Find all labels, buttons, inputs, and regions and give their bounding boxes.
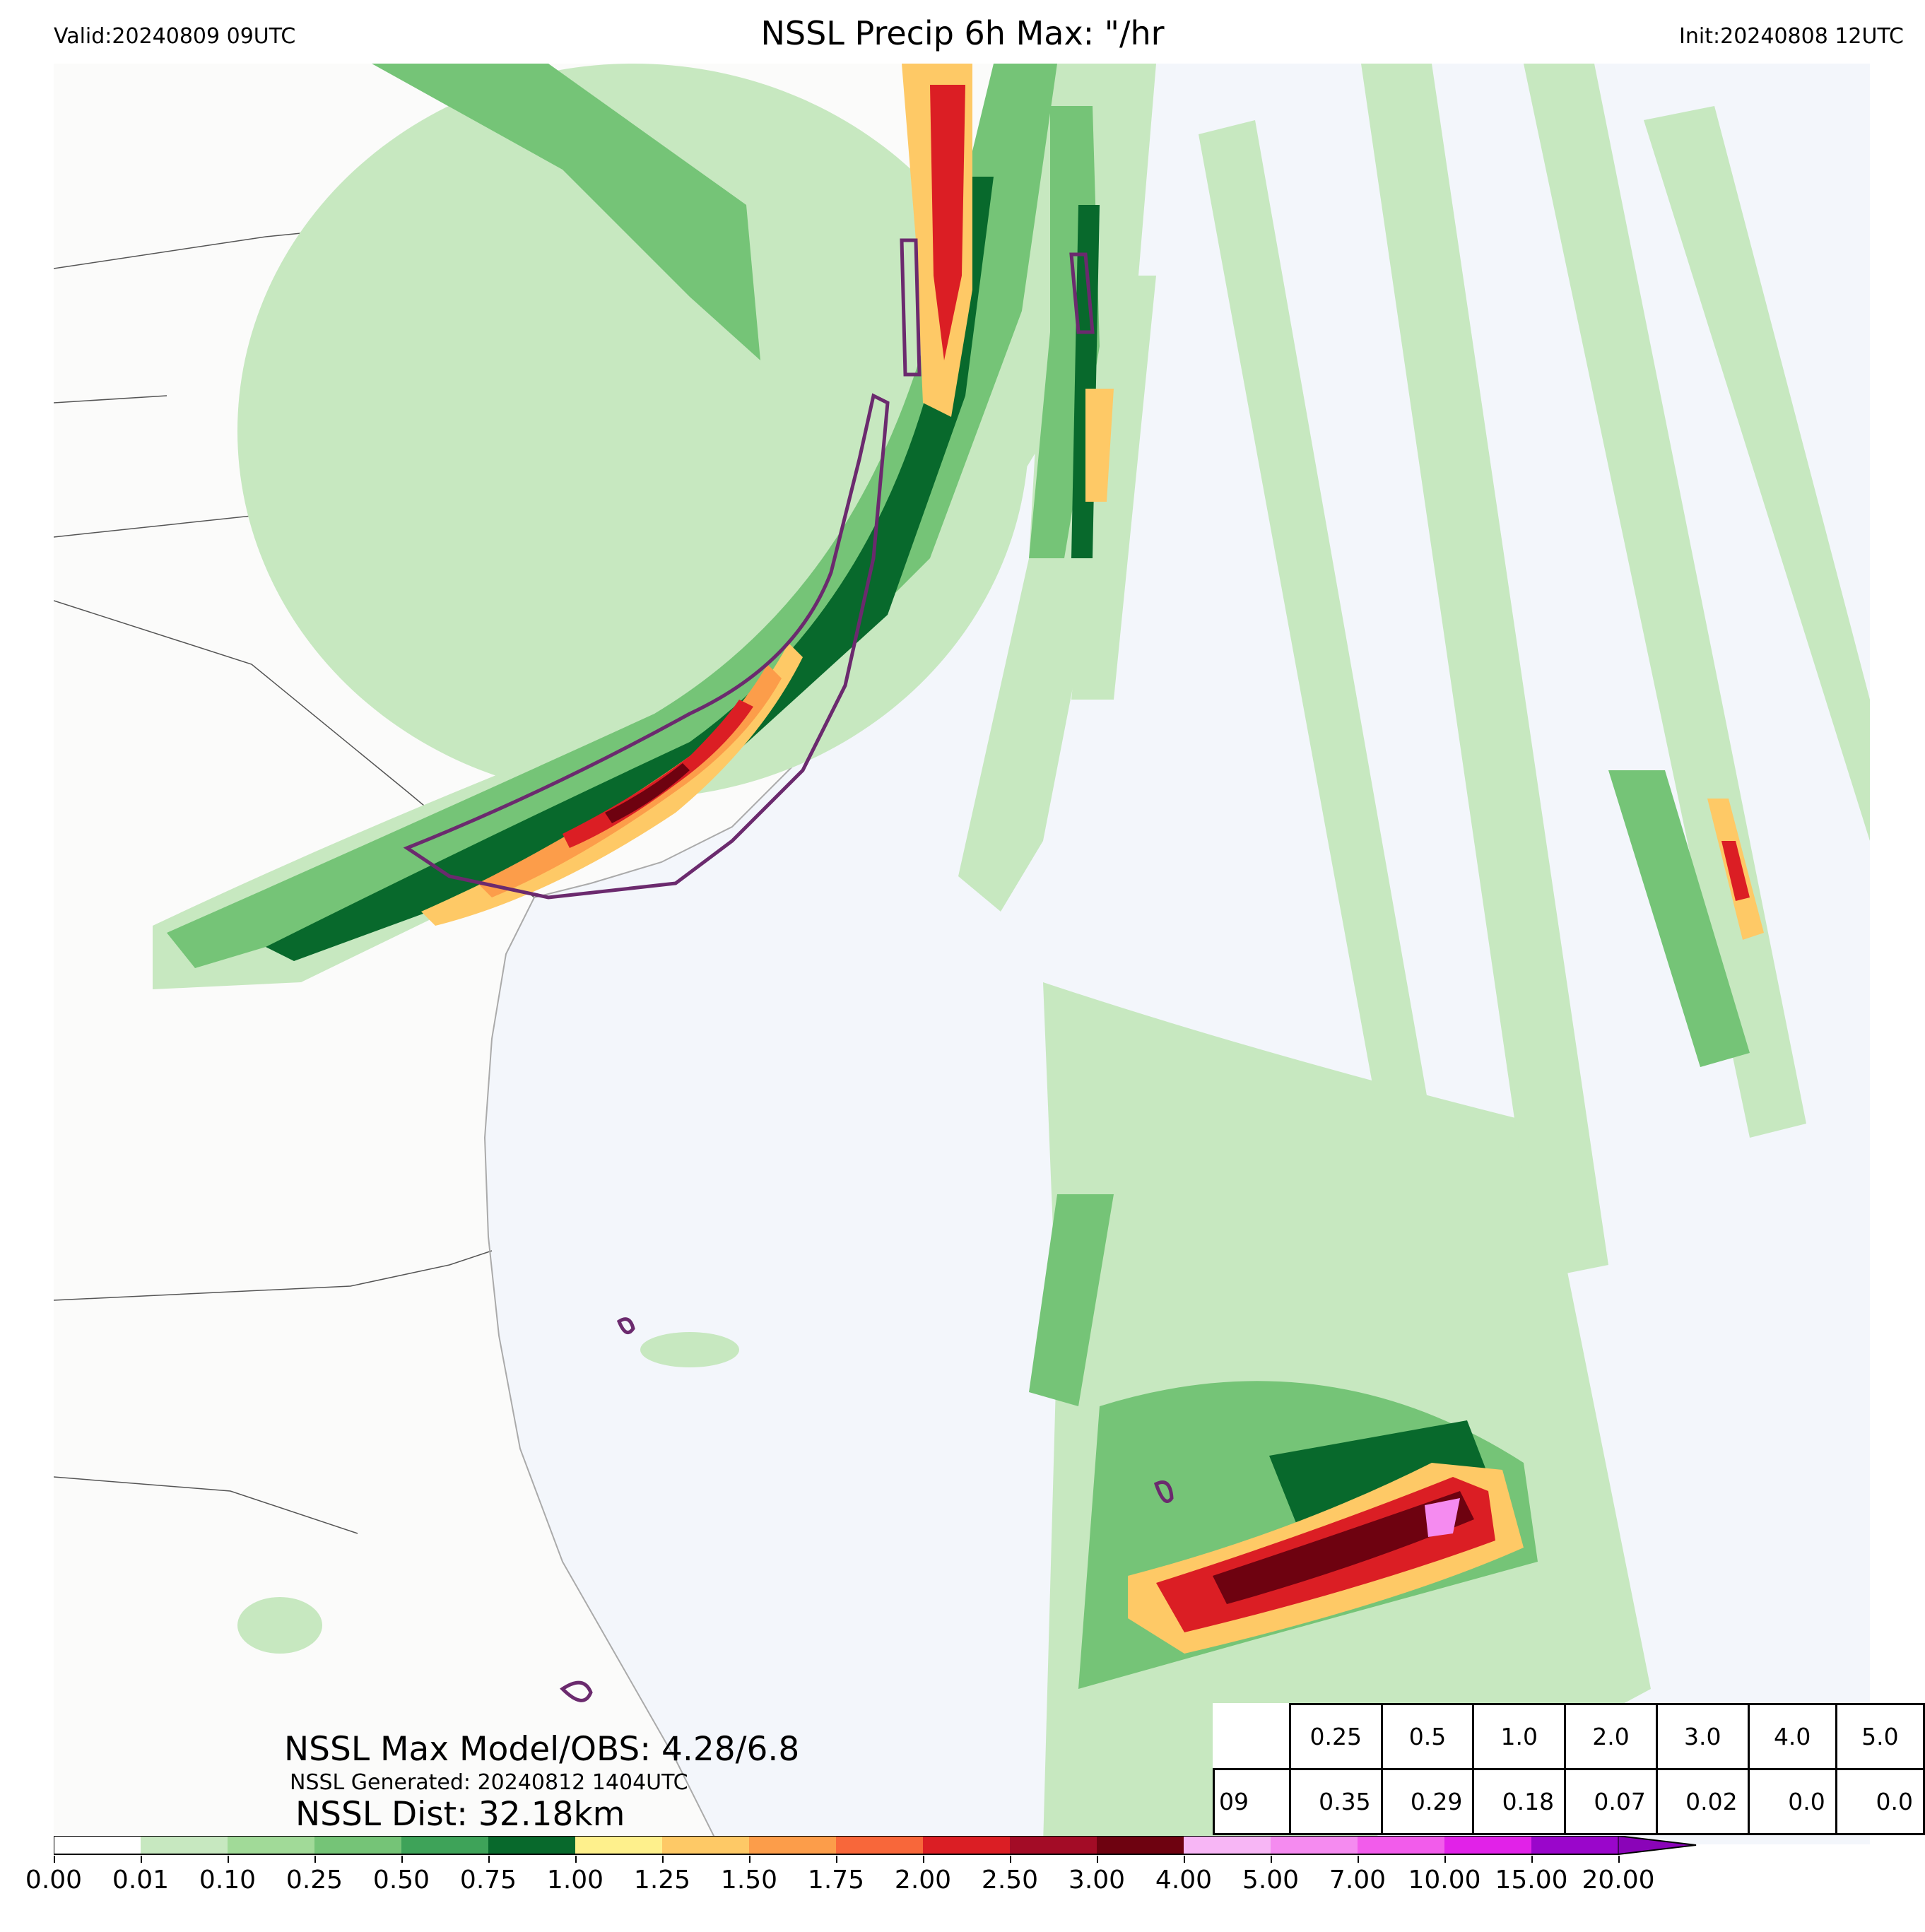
colorbar-extend-arrow [1618, 1836, 1697, 1855]
colorbar-tick-label: 0.00 [25, 1866, 83, 1895]
colorbar-tick-label: 10.00 [1408, 1866, 1481, 1895]
value-cell: 0.29 [1380, 1768, 1475, 1835]
threshold-cell: 1.0 [1472, 1703, 1567, 1770]
colorbar-tick-mark [836, 1856, 837, 1863]
colorbar-tick-label: 1.50 [720, 1866, 778, 1895]
colorbar-tick-mark [1271, 1856, 1272, 1863]
colorbar-tick-mark [923, 1856, 924, 1863]
dist-label: NSSL Dist: 32.18km [295, 1795, 625, 1834]
corner-cell [1214, 1704, 1290, 1769]
colorbar-segment [575, 1836, 662, 1854]
value-cell: 0.0 [1835, 1768, 1925, 1835]
colorbar [54, 1836, 1697, 1855]
colorbar-tick-label: 20.00 [1582, 1866, 1655, 1895]
value-cell: 0.07 [1564, 1768, 1658, 1835]
colorbar-tick-label: 1.00 [546, 1866, 604, 1895]
stats-table: 0.25 0.5 1.0 2.0 3.0 4.0 5.0 09 0.35 0.2… [1213, 1703, 1925, 1835]
colorbar-tick-mark [662, 1856, 664, 1863]
colorbar-tick-label: 1.75 [807, 1866, 865, 1895]
colorbar-segment [749, 1836, 836, 1854]
colorbar-segment [1358, 1836, 1444, 1854]
colorbar-tick-label: 2.00 [894, 1866, 952, 1895]
colorbar-tick-mark [141, 1856, 142, 1863]
precipitation-map [54, 64, 1870, 1844]
row-label-cell: 09 [1213, 1768, 1291, 1835]
generated-label: NSSL Generated: 20240812 1404UTC [290, 1770, 688, 1795]
colorbar-segment [401, 1836, 488, 1854]
init-time-label: Init:20240808 12UTC [1679, 24, 1904, 49]
value-row: 09 0.35 0.29 0.18 0.07 0.02 0.0 0.0 [1213, 1768, 1925, 1835]
valid-time-label: Valid:20240809 09UTC [54, 24, 296, 49]
obs-contours [403, 238, 1174, 1702]
colorbar-tick-mark [1097, 1856, 1098, 1863]
colorbar-tick-label: 0.25 [285, 1866, 343, 1895]
colorbar-tick-mark [749, 1856, 750, 1863]
colorbar-tick-mark [488, 1856, 490, 1863]
colorbar-tick-label: 0.50 [372, 1866, 430, 1895]
map-title: NSSL Precip 6h Max: "/hr [760, 14, 1165, 52]
precip-intense [421, 64, 1764, 1654]
colorbar-segment [1097, 1836, 1184, 1854]
colorbar-tick-mark [314, 1856, 316, 1863]
colorbar-tick-mark [1184, 1856, 1185, 1863]
colorbar-ticks: 0.00 0.01 0.10 0.25 0.50 0.75 1.00 1.25 1.50 1.75… [25, 1856, 1806, 1901]
value-cell: 0.02 [1655, 1768, 1750, 1835]
max-model-obs-label: NSSL Max Model/OBS: 4.28/6.8 [284, 1730, 800, 1769]
value-cell: 0.18 [1472, 1768, 1567, 1835]
colorbar-segment [228, 1836, 314, 1854]
colorbar-segment [1444, 1836, 1531, 1854]
colorbar-tick-mark [1531, 1856, 1533, 1863]
colorbar-segment [488, 1836, 575, 1854]
colorbar-segment [54, 1836, 141, 1854]
colorbar-tick-label: 0.75 [459, 1866, 517, 1895]
colorbar-segment [836, 1836, 923, 1854]
colorbar-tick-label: 2.50 [981, 1866, 1039, 1895]
colorbar-segment [1010, 1836, 1097, 1854]
colorbar-segment [1271, 1836, 1358, 1854]
threshold-cell: 0.25 [1288, 1703, 1383, 1770]
colorbar-tick-label: 0.10 [199, 1866, 257, 1895]
colorbar-tick-mark [54, 1856, 55, 1863]
colorbar-segment [662, 1836, 749, 1854]
colorbar-tick-mark [1444, 1856, 1446, 1863]
colorbar-tick-label: 0.01 [112, 1866, 170, 1895]
colorbar-tick-mark [228, 1856, 229, 1863]
colorbar-tick-label: 4.00 [1155, 1866, 1213, 1895]
value-cell: 0.0 [1747, 1768, 1837, 1835]
colorbar-tick-mark [1618, 1856, 1620, 1863]
colorbar-tick-mark [1358, 1856, 1359, 1863]
value-cell: 0.35 [1288, 1768, 1383, 1835]
colorbar-segment [923, 1836, 1010, 1854]
colorbar-tick-mark [1010, 1856, 1011, 1863]
colorbar-segment [314, 1836, 401, 1854]
colorbar-tick-label: 5.00 [1242, 1866, 1300, 1895]
threshold-cell: 5.0 [1835, 1703, 1925, 1770]
colorbar-tick-label: 3.00 [1068, 1866, 1126, 1895]
colorbar-segment [141, 1836, 228, 1854]
colorbar-tick-mark [401, 1856, 403, 1863]
colorbar-tick-label: 15.00 [1495, 1866, 1568, 1895]
colorbar-segment [1531, 1836, 1618, 1854]
threshold-row: 0.25 0.5 1.0 2.0 3.0 4.0 5.0 [1214, 1703, 1925, 1770]
colorbar-outline [54, 1836, 1697, 1855]
threshold-cell: 2.0 [1564, 1703, 1658, 1770]
colorbar-tick-label: 1.25 [633, 1866, 691, 1895]
threshold-cell: 0.5 [1380, 1703, 1475, 1770]
colorbar-tick-label: 7.00 [1329, 1866, 1387, 1895]
colorbar-segment [1184, 1836, 1271, 1854]
threshold-cell: 3.0 [1655, 1703, 1750, 1770]
threshold-cell: 4.0 [1747, 1703, 1837, 1770]
colorbar-tick-mark [575, 1856, 577, 1863]
